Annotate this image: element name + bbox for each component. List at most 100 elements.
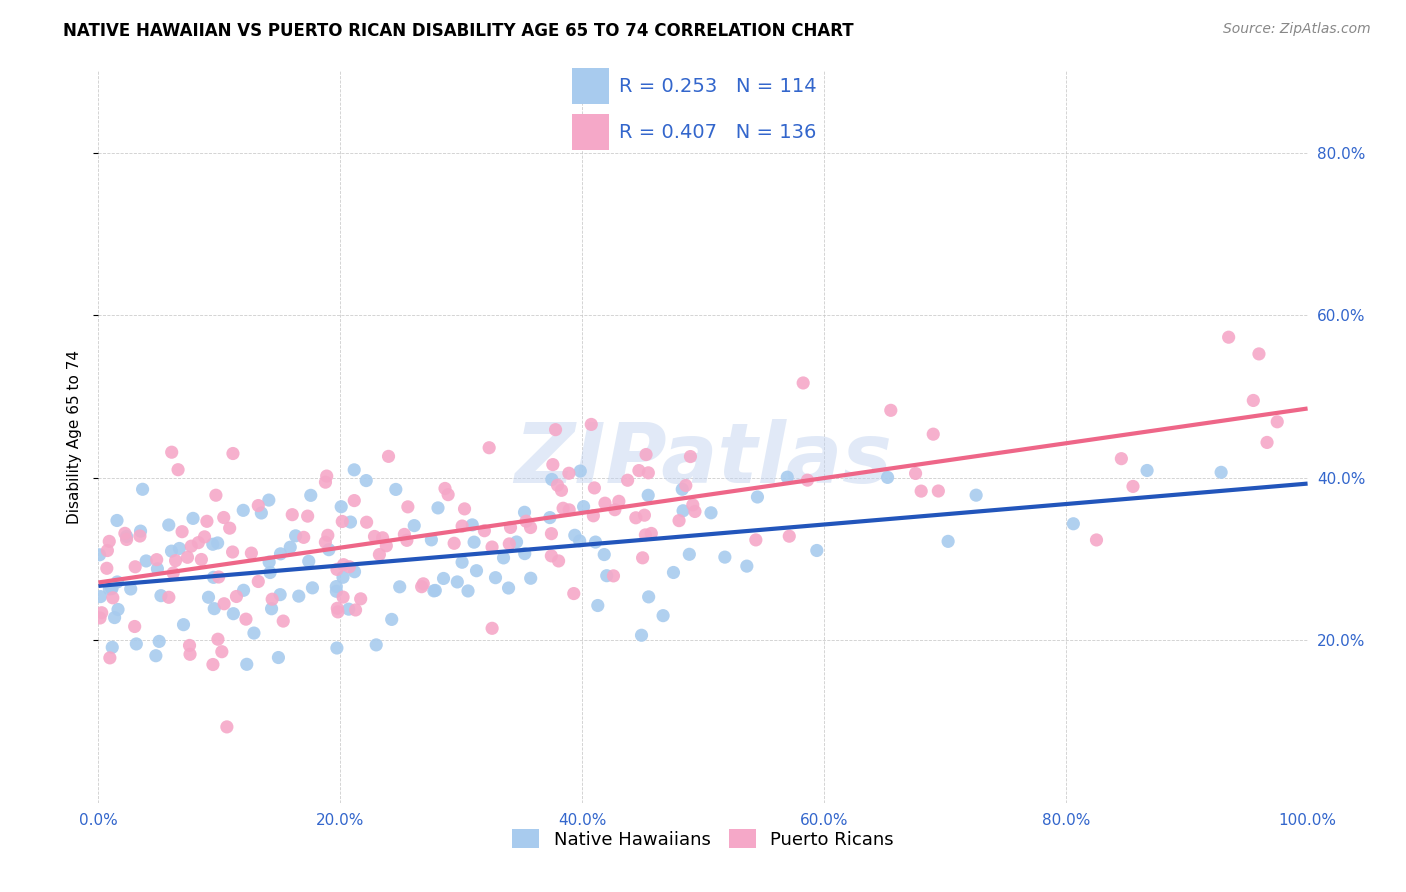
Point — [107, 602, 129, 616]
Point — [160, 445, 183, 459]
Point — [103, 610, 125, 624]
Point — [936, 534, 959, 549]
Point — [965, 488, 987, 502]
Point — [463, 535, 485, 549]
Point — [101, 582, 124, 596]
Point — [218, 521, 240, 535]
Point — [270, 547, 292, 561]
Point — [98, 651, 121, 665]
Point — [910, 484, 932, 499]
Point — [498, 537, 520, 551]
Point — [120, 582, 142, 596]
Point — [513, 505, 536, 519]
Point — [1085, 533, 1108, 547]
Point — [232, 583, 254, 598]
Point — [173, 617, 195, 632]
Text: ZIPatlas: ZIPatlas — [515, 418, 891, 500]
Point — [876, 470, 898, 484]
Point — [451, 519, 474, 533]
Point — [179, 648, 201, 662]
Point — [569, 464, 592, 478]
Point — [433, 482, 456, 496]
Point — [330, 515, 353, 529]
Point — [461, 517, 484, 532]
Point — [243, 626, 266, 640]
Point — [267, 650, 290, 665]
Point — [457, 584, 479, 599]
Point — [481, 540, 503, 554]
Point — [381, 612, 404, 626]
Point — [481, 621, 503, 635]
Point — [637, 590, 659, 604]
Point — [314, 535, 336, 549]
Point — [796, 473, 818, 487]
Point — [586, 599, 609, 613]
Point — [451, 555, 474, 569]
Point — [484, 571, 506, 585]
Point — [630, 628, 652, 642]
Point — [420, 533, 443, 547]
Point — [583, 481, 606, 495]
Point — [202, 601, 225, 615]
Point — [330, 500, 353, 514]
Point — [366, 638, 388, 652]
Point — [672, 504, 695, 518]
Point — [396, 500, 419, 514]
Point — [637, 488, 659, 502]
Point — [129, 524, 152, 538]
Point — [257, 493, 280, 508]
Point — [167, 463, 190, 477]
Point — [747, 490, 769, 504]
Point — [634, 528, 657, 542]
Point — [169, 541, 191, 556]
Point — [354, 474, 377, 488]
Point — [550, 483, 572, 498]
Point — [115, 533, 138, 547]
Point — [297, 509, 319, 524]
Point — [208, 570, 231, 584]
Point — [585, 535, 607, 549]
Point — [201, 537, 224, 551]
Point — [922, 427, 945, 442]
Point — [388, 580, 411, 594]
Point — [411, 580, 433, 594]
Point — [205, 488, 228, 502]
Point — [344, 603, 367, 617]
Point — [904, 467, 927, 481]
Text: R = 0.253   N = 114: R = 0.253 N = 114 — [619, 78, 817, 96]
Point — [558, 467, 581, 481]
Point — [207, 536, 229, 550]
Point — [714, 550, 737, 565]
Point — [212, 597, 235, 611]
Point — [247, 574, 270, 589]
Point — [318, 542, 340, 557]
Point — [115, 529, 138, 543]
Point — [212, 510, 235, 524]
Point — [301, 581, 323, 595]
Point — [478, 441, 501, 455]
Point — [662, 566, 685, 580]
Point — [395, 533, 418, 548]
Point — [292, 530, 315, 544]
Point — [356, 515, 378, 529]
Point — [314, 475, 336, 490]
Point — [187, 535, 209, 549]
Point — [180, 539, 202, 553]
Point — [593, 548, 616, 562]
Point — [1265, 415, 1288, 429]
Point — [541, 458, 564, 472]
Point — [371, 531, 394, 545]
Point — [432, 572, 454, 586]
Point — [235, 612, 257, 626]
FancyBboxPatch shape — [572, 69, 609, 104]
Point — [412, 577, 434, 591]
Point — [679, 450, 702, 464]
Point — [278, 540, 301, 554]
Point — [582, 508, 605, 523]
Point — [513, 547, 536, 561]
Text: NATIVE HAWAIIAN VS PUERTO RICAN DISABILITY AGE 65 TO 74 CORRELATION CHART: NATIVE HAWAIIAN VS PUERTO RICAN DISABILI… — [63, 22, 853, 40]
Point — [269, 588, 291, 602]
Point — [443, 536, 465, 550]
Point — [668, 514, 690, 528]
Point — [519, 520, 541, 534]
